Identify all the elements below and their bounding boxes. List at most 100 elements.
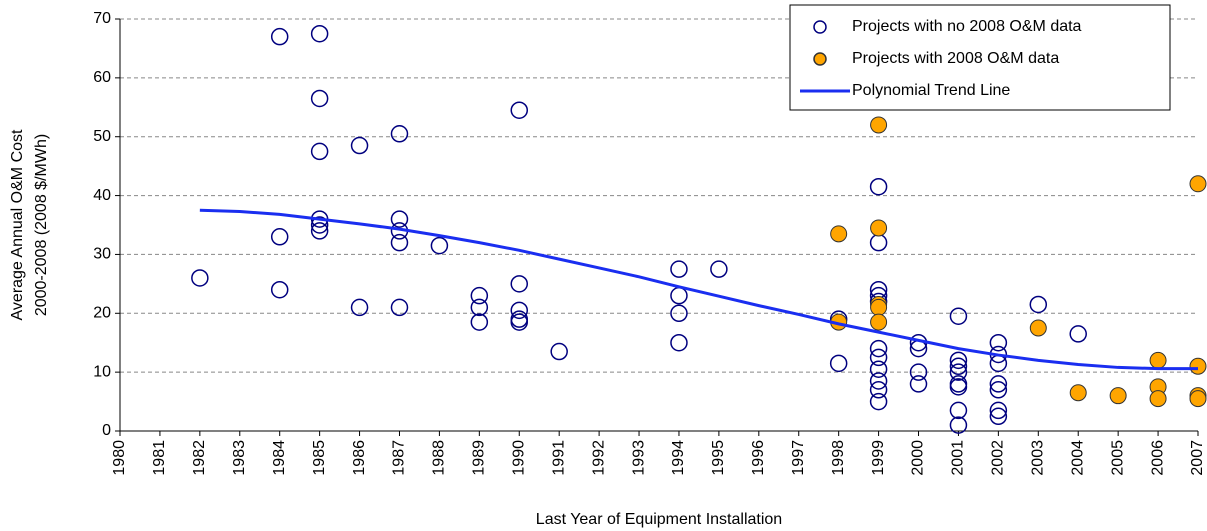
data-point bbox=[1069, 384, 1087, 402]
data-point bbox=[869, 360, 888, 378]
legend-label: Polynomial Trend Line bbox=[852, 82, 1010, 99]
x-tick-label: 1993 bbox=[630, 440, 647, 476]
data-point bbox=[390, 298, 409, 317]
data-point bbox=[430, 236, 449, 255]
data-point bbox=[989, 375, 1008, 393]
x-tick-label: 2006 bbox=[1149, 440, 1166, 476]
data-point bbox=[1189, 175, 1207, 193]
data-point bbox=[869, 381, 888, 399]
x-tick-label: 2004 bbox=[1069, 440, 1086, 476]
data-point bbox=[989, 401, 1008, 420]
y-tick-label: 0 bbox=[102, 422, 111, 439]
x-tick-label: 2007 bbox=[1189, 440, 1206, 476]
data-point bbox=[829, 354, 848, 373]
data-point bbox=[310, 142, 329, 161]
x-tick-label: 1997 bbox=[790, 440, 807, 476]
data-point bbox=[949, 416, 968, 434]
data-point bbox=[1029, 319, 1047, 337]
y-tick-label: 40 bbox=[93, 187, 111, 204]
data-point bbox=[989, 381, 1008, 399]
data-point bbox=[1069, 325, 1087, 343]
legend-swatch bbox=[813, 20, 827, 34]
data-point bbox=[869, 372, 888, 390]
data-point bbox=[670, 333, 688, 352]
data-point bbox=[390, 210, 409, 228]
data-point bbox=[1029, 295, 1048, 314]
x-tick-label: 1990 bbox=[510, 440, 527, 476]
y-tick-label: 50 bbox=[93, 128, 111, 145]
x-tick-label: 2000 bbox=[910, 440, 927, 476]
data-point bbox=[989, 354, 1008, 373]
data-point bbox=[510, 313, 529, 331]
data-point bbox=[550, 342, 568, 361]
x-tick-label: 1989 bbox=[471, 440, 488, 476]
data-point bbox=[390, 233, 409, 252]
data-point bbox=[949, 357, 968, 376]
data-point bbox=[310, 24, 329, 43]
data-point bbox=[1189, 357, 1207, 375]
data-point bbox=[869, 177, 888, 196]
x-tick-label: 1980 bbox=[111, 440, 128, 476]
x-tick-label: 1994 bbox=[670, 440, 687, 476]
x-tick-label: 1992 bbox=[590, 440, 607, 476]
x-tick-label: 1999 bbox=[870, 440, 887, 476]
x-tick-label: 2002 bbox=[990, 440, 1007, 476]
data-point bbox=[350, 136, 369, 155]
data-point bbox=[1149, 351, 1167, 369]
data-point bbox=[989, 333, 1008, 352]
data-point bbox=[949, 363, 968, 381]
y-tick-label: 60 bbox=[93, 69, 111, 86]
data-point bbox=[869, 233, 888, 252]
data-point bbox=[870, 219, 888, 237]
x-tick-label: 1982 bbox=[191, 440, 208, 476]
data-point bbox=[470, 313, 489, 331]
x-tick-label: 1985 bbox=[311, 440, 328, 476]
x-tick-label: 2005 bbox=[1109, 440, 1126, 476]
data-point bbox=[949, 401, 968, 420]
trend-line bbox=[199, 208, 1198, 371]
x-tick-label: 1983 bbox=[231, 440, 248, 476]
x-tick-label: 1996 bbox=[750, 440, 767, 476]
data-point bbox=[830, 225, 848, 243]
data-point bbox=[670, 286, 688, 305]
data-point bbox=[870, 298, 888, 316]
y-axis-title: Average Annual O&M Cost bbox=[9, 129, 26, 320]
data-point bbox=[350, 298, 369, 317]
y-tick-label: 30 bbox=[93, 246, 111, 263]
data-point bbox=[870, 313, 888, 331]
data-point bbox=[1189, 390, 1207, 408]
x-tick-label: 1995 bbox=[710, 440, 727, 476]
data-point bbox=[870, 116, 888, 134]
data-point bbox=[270, 27, 289, 46]
data-point bbox=[710, 260, 728, 278]
legend-label: Projects with no 2008 O&M data bbox=[852, 18, 1082, 35]
x-tick-label: 2001 bbox=[950, 440, 967, 476]
data-point bbox=[510, 101, 529, 119]
data-point bbox=[510, 275, 529, 293]
data-point bbox=[949, 307, 968, 325]
data-point bbox=[869, 348, 888, 367]
y-tick-label: 10 bbox=[93, 363, 111, 380]
x-axis-title: Last Year of Equipment Installation bbox=[536, 511, 782, 528]
data-point bbox=[989, 407, 1008, 426]
data-point bbox=[390, 125, 409, 143]
data-point bbox=[270, 280, 289, 299]
x-tick-label: 1984 bbox=[271, 440, 288, 476]
legend-box bbox=[789, 4, 1171, 111]
data-point bbox=[670, 304, 688, 323]
data-point bbox=[310, 216, 329, 234]
data-point bbox=[1109, 387, 1127, 405]
x-tick-label: 1991 bbox=[550, 440, 567, 476]
data-point bbox=[310, 89, 329, 108]
data-point bbox=[949, 351, 968, 370]
data-point bbox=[909, 363, 928, 381]
data-point bbox=[869, 339, 888, 358]
data-point bbox=[1149, 390, 1167, 408]
legend-swatch bbox=[813, 52, 827, 66]
data-point bbox=[670, 260, 688, 278]
x-tick-label: 2003 bbox=[1030, 440, 1047, 476]
data-point bbox=[949, 378, 968, 396]
data-point bbox=[470, 286, 489, 305]
data-point bbox=[191, 269, 209, 287]
